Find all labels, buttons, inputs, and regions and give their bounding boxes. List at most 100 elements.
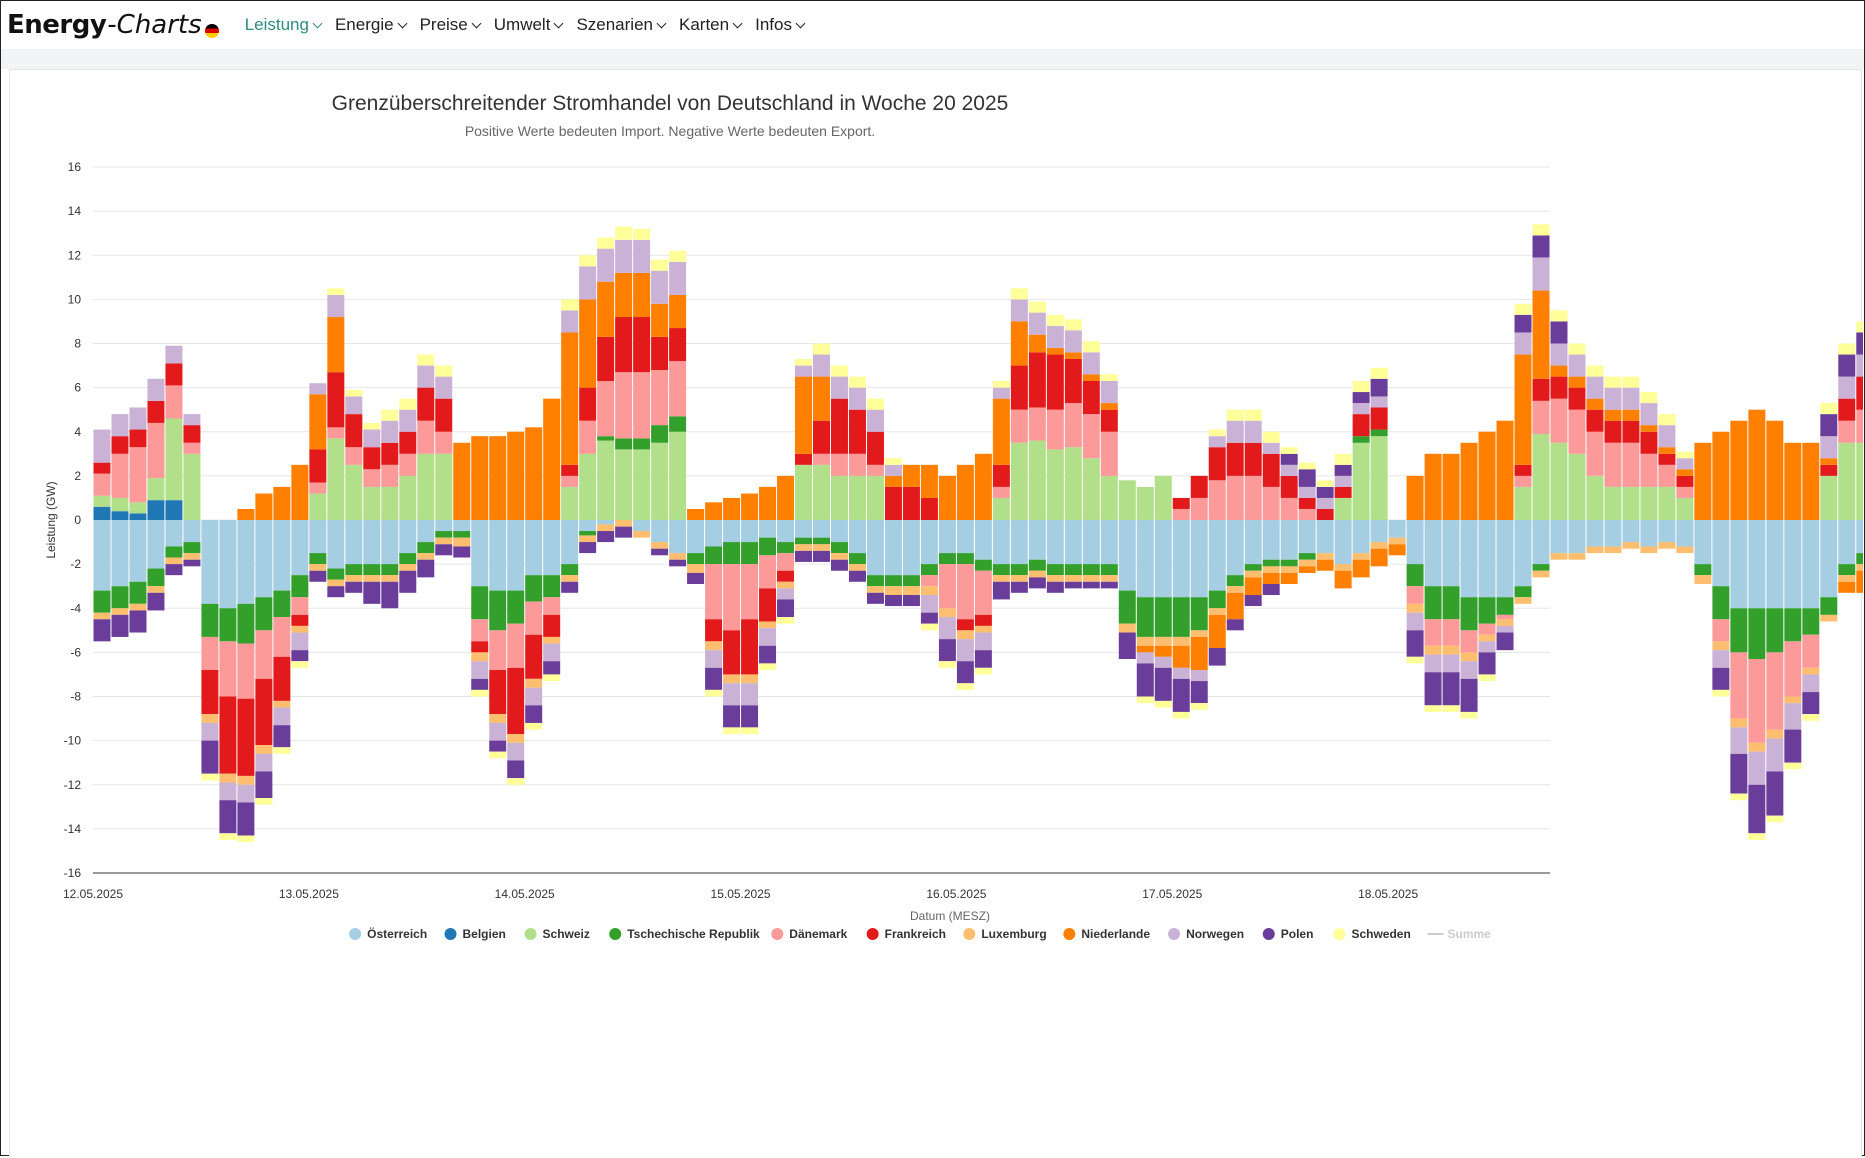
bar-segment	[1046, 325, 1064, 348]
bar-segment	[651, 542, 669, 549]
bar-segment	[1856, 332, 1863, 355]
legend-label: Schweden	[1351, 927, 1410, 941]
legend-item[interactable]: Schweden	[1333, 927, 1411, 941]
bar-segment	[1622, 542, 1640, 549]
bar-segment	[471, 689, 489, 697]
legend-item[interactable]: Dänemark	[771, 927, 848, 941]
bar-segment	[435, 365, 453, 377]
bar-segment	[1514, 332, 1532, 355]
bar-segment	[417, 354, 435, 366]
bar-segment	[1010, 581, 1028, 593]
bar-segment	[1784, 696, 1802, 704]
bar-segment	[615, 526, 633, 538]
bar-segment	[237, 775, 255, 785]
legend-item[interactable]: Summe	[1427, 927, 1491, 941]
legend-dot-marker	[771, 928, 784, 940]
bar-segment	[1208, 447, 1226, 481]
legend-item[interactable]: Schweiz	[524, 927, 590, 941]
bar-segment	[1190, 475, 1208, 498]
nav-item-energie[interactable]: Energie	[335, 15, 408, 35]
bar-segment	[1838, 575, 1856, 582]
bar-segment	[1550, 553, 1568, 560]
bar-segment	[1856, 376, 1863, 410]
bar-segment	[1316, 559, 1334, 571]
bar-segment	[830, 559, 848, 571]
y-tick-label: 12	[68, 248, 82, 262]
legend-item[interactable]: Norwegen	[1168, 927, 1244, 941]
nav-item-karten[interactable]: Karten	[679, 15, 743, 35]
nav-item-infos[interactable]: Infos	[755, 15, 806, 35]
bar-segment	[1532, 224, 1550, 236]
bar-segment	[111, 614, 129, 637]
bar-segment	[1244, 420, 1262, 443]
bar-segment	[1028, 334, 1046, 353]
bar-segment	[902, 595, 920, 607]
bar-segment	[1064, 575, 1082, 582]
bar-segment	[1154, 667, 1172, 701]
bar-segment	[723, 630, 741, 675]
bar-segment	[669, 553, 687, 560]
legend-item[interactable]: Belgien	[444, 927, 506, 941]
bar-segment	[1748, 751, 1766, 785]
bar-segment	[669, 328, 687, 362]
bar-segment	[1226, 475, 1244, 520]
bar-segment	[363, 581, 381, 604]
legend-item[interactable]: Polen	[1262, 927, 1314, 941]
legend-item[interactable]: Luxemburg	[963, 927, 1047, 941]
nav-item-umwelt[interactable]: Umwelt	[494, 15, 564, 35]
bar-segment	[1334, 497, 1352, 520]
bar-segment	[291, 625, 309, 633]
bar-segment	[435, 531, 453, 538]
nav-item-szenarien[interactable]: Szenarien	[576, 15, 667, 35]
bar-segment	[920, 595, 938, 613]
bar-segment	[507, 778, 525, 785]
bar-segment	[1532, 257, 1550, 291]
legend-item[interactable]: Niederlande	[1063, 927, 1150, 941]
bar-segment	[561, 520, 579, 565]
bar-segment	[1514, 586, 1532, 598]
nav-item-leistung[interactable]: Leistung	[245, 15, 323, 35]
bar-segment	[1100, 575, 1118, 582]
bar-segment	[525, 575, 543, 602]
bar-segment	[273, 617, 291, 657]
legend-item[interactable]: Frankreich	[866, 927, 946, 941]
bar-segment	[777, 588, 795, 600]
bar-segment	[363, 422, 381, 430]
bar-segment	[1730, 520, 1748, 609]
bar-segment	[974, 632, 992, 651]
bar-segment	[1298, 566, 1316, 573]
bar-segment	[543, 661, 561, 675]
bar-layer	[93, 224, 1863, 843]
bar-segment	[345, 564, 363, 576]
bar-segment	[866, 431, 884, 465]
bar-segment	[1640, 486, 1658, 520]
bar-segment	[237, 508, 255, 520]
bar-segment	[759, 621, 777, 629]
bar-segment	[579, 299, 597, 388]
bar-segment	[1082, 564, 1100, 576]
bar-segment	[1838, 520, 1856, 565]
bar-segment	[327, 579, 345, 587]
bar-segment	[1424, 520, 1442, 587]
bar-segment	[381, 442, 399, 465]
bar-segment	[471, 661, 489, 679]
bar-segment	[111, 608, 129, 615]
bar-segment	[453, 546, 471, 558]
bar-segment	[759, 645, 777, 664]
bar-segment	[219, 782, 237, 801]
bar-segment	[129, 502, 147, 514]
site-logo[interactable]: Energy -Charts	[7, 10, 219, 40]
bar-segment	[1136, 663, 1154, 697]
bar-segment	[1658, 414, 1676, 426]
x-tick-label: 13.05.2025	[279, 887, 339, 901]
bar-segment	[1478, 431, 1496, 520]
bar-segment	[255, 630, 273, 679]
legend-item[interactable]: Tschechische Republik	[609, 927, 760, 941]
bar-segment	[471, 652, 489, 662]
bar-segment	[363, 486, 381, 520]
bar-segment	[974, 625, 992, 633]
bar-segment	[1730, 727, 1748, 754]
legend-item[interactable]: Österreich	[349, 926, 427, 941]
nav-item-preise[interactable]: Preise	[420, 15, 482, 35]
bar-segment	[507, 590, 525, 624]
